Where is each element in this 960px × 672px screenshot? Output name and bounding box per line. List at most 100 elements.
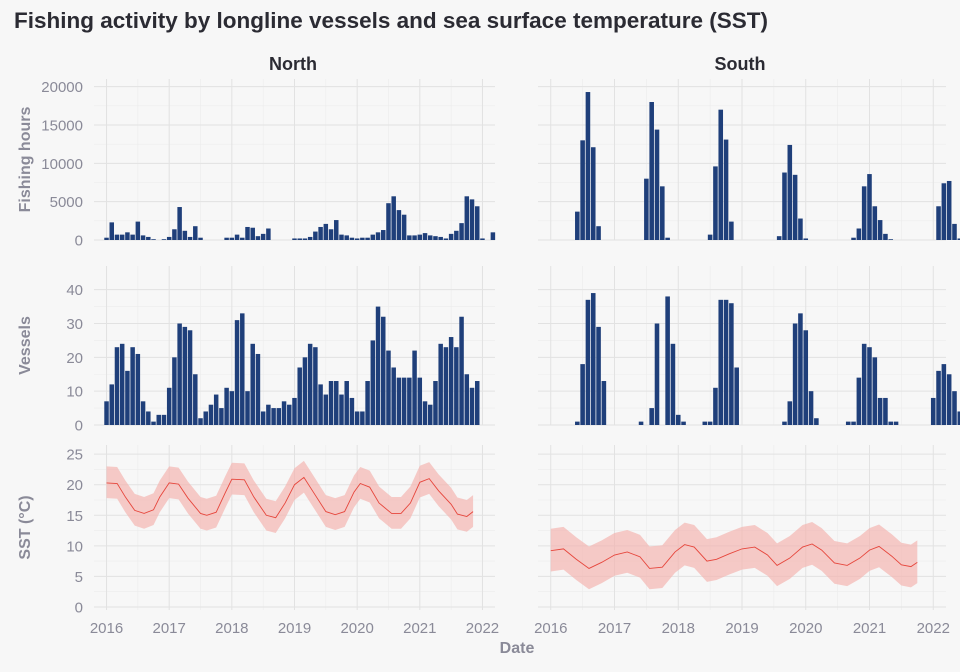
bar-hours-north [114,234,120,240]
bar-vessels-north [307,343,313,425]
bar-vessels-north [187,330,193,425]
y-tick-label: 10000 [41,156,83,173]
bar-hours-north [464,196,470,240]
bar-hours-south [782,172,787,240]
bar-hours-south [941,183,947,240]
x-tick-label: 2018 [662,620,695,637]
bar-hours-south [888,239,894,240]
bar-vessels-south [575,421,580,425]
bar-hours-north [443,238,449,240]
panel-sst-north: 0 5 10 15 20 25 2016 2017 2018 2019 2020 2021 2022 [66,445,499,637]
sst-ribbon-south [550,522,918,590]
x-tick-label: 2018 [215,620,248,637]
bar-vessels-north [130,347,135,425]
bar-vessels-south [861,343,867,425]
bar-hours-south [580,140,585,240]
bar-vessels-south [675,414,681,425]
facet-label-south: South [715,54,766,74]
bar-hours-south [654,129,660,240]
y-tick-label: 20000 [41,79,83,96]
bar-vessels-north [323,394,329,425]
bar-hours-south [707,234,713,240]
bar-hours-north [318,226,323,240]
bar-vessels-south [808,391,814,425]
bar-vessels-north [443,347,449,425]
bar-vessels-south [729,303,734,425]
panel-vessels-north: 0 10 20 30 40 [66,266,495,435]
bar-hours-north [328,229,334,240]
bar-vessels-north [469,387,475,425]
bar-vessels-south [723,299,729,425]
bar-hours-north [166,236,172,240]
bar-hours-north [428,235,433,240]
bar-vessels-north [428,404,433,425]
bar-vessels-north [318,384,323,425]
y-axis-title-hours: Fishing hours [17,107,34,213]
bar-vessels-north [208,404,214,425]
bar-vessels-north [454,347,459,425]
bar-vessels-north [151,421,156,425]
bar-hours-south [718,109,724,240]
bar-vessels-north [114,347,120,425]
bar-vessels-north [459,316,464,425]
bar-hours-north [407,235,412,240]
bar-hours-north [448,233,454,240]
bar-hours-north [104,237,109,240]
bar-hours-north [292,238,297,240]
bar-hours-south [649,102,654,240]
bar-vessels-north [360,411,365,425]
bar-hours-south [867,174,872,240]
bar-hours-north [349,237,355,240]
bar-vessels-north [255,353,261,425]
bar-hours-north [344,235,349,240]
bar-vessels-south [596,326,601,425]
y-tick-label: 20 [66,477,83,494]
y-tick-label: 10 [66,538,83,555]
bar-hours-north [412,235,417,240]
bar-vessels-north [182,326,188,425]
y-tick-label: 0 [75,233,83,250]
bar-vessels-south [718,299,724,425]
bar-vessels-north [401,377,407,425]
bar-vessels-north [203,411,208,425]
bar-hours-south [792,174,798,240]
bar-vessels-north [365,381,370,425]
bar-vessels-north [334,381,339,425]
x-tick-label: 2020 [340,620,373,637]
x-tick-label: 2016 [90,620,123,637]
bar-hours-south [590,147,596,240]
bar-hours-north [422,233,428,240]
bar-vessels-north [344,381,349,425]
bar-vessels-south [787,401,793,425]
bar-vessels-north [213,394,219,425]
bar-vessels-south [638,421,644,425]
bar-vessels-south [782,421,787,425]
x-tick-label: 2017 [598,620,631,637]
y-tick-label: 10 [66,384,83,401]
bar-vessels-north [417,377,423,425]
bar-hours-south [952,223,957,240]
bar-vessels-south [867,347,872,425]
bar-vessels-south [856,377,862,425]
bar-vessels-north [339,394,344,425]
bar-hours-south [883,233,888,240]
bar-hours-north [182,230,188,240]
y-tick-label: 0 [75,599,83,616]
bar-hours-south [723,139,729,240]
bar-vessels-north [177,323,182,425]
bar-vessels-north [245,391,250,425]
bar-vessels-north [370,340,376,425]
x-tick-label: 2020 [789,620,822,637]
bar-vessels-north [229,391,235,425]
sst-line-north [106,476,474,519]
bar-vessels-south [851,421,856,425]
bar-vessels-south [654,323,660,425]
bar-vessels-south [734,367,739,425]
y-tick-label: 5 [75,569,83,586]
panel-hours-north: 0 5000 10000 15000 20000 [41,79,496,250]
bar-vessels-north [125,370,130,425]
bar-hours-north [323,223,329,240]
bar-vessels-north [276,408,282,425]
bar-hours-north [245,226,250,240]
bar-vessels-south [681,421,686,425]
